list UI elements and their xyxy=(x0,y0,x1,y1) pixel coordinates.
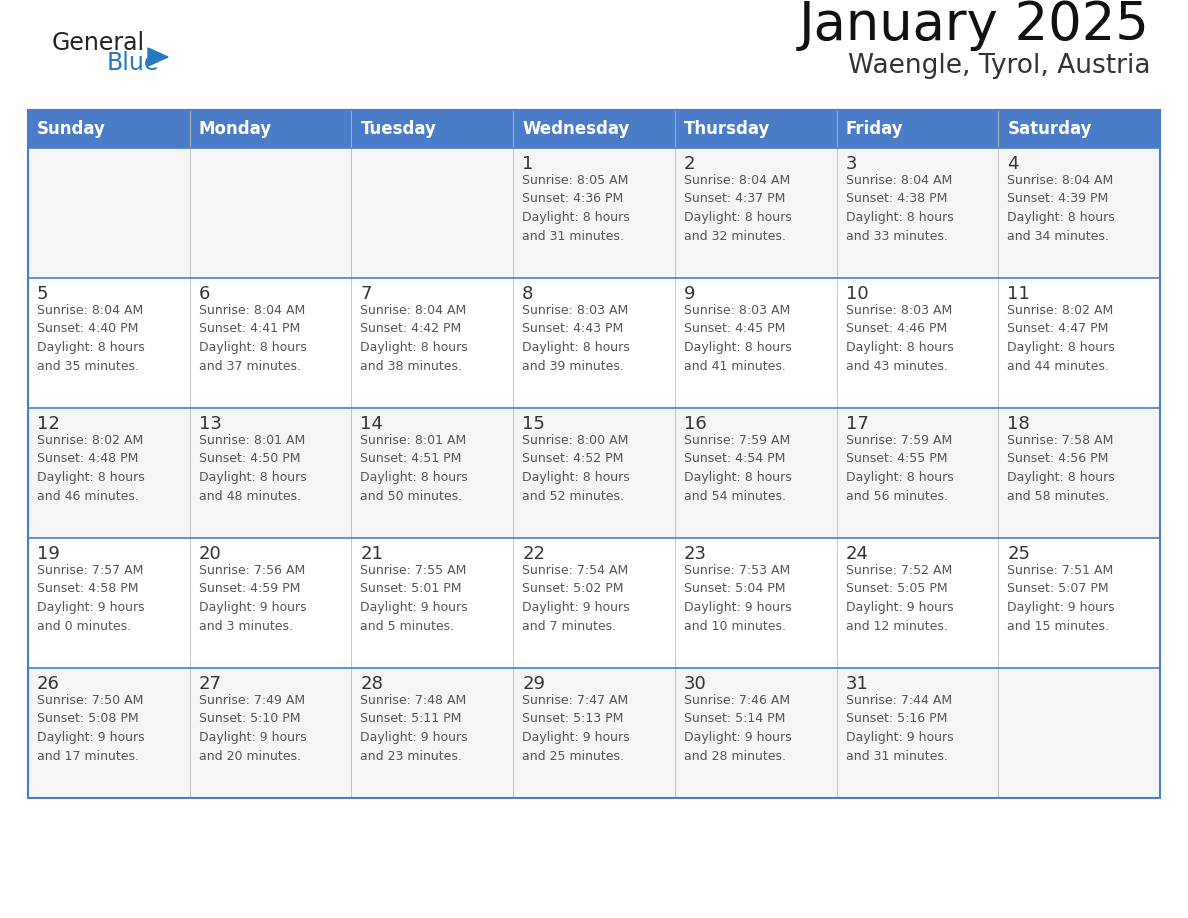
Text: Tuesday: Tuesday xyxy=(360,120,436,138)
Text: Sunrise: 8:04 AM
Sunset: 4:39 PM
Daylight: 8 hours
and 34 minutes.: Sunrise: 8:04 AM Sunset: 4:39 PM Dayligh… xyxy=(1007,174,1116,242)
Text: 14: 14 xyxy=(360,415,384,433)
Text: 24: 24 xyxy=(846,545,868,563)
Bar xyxy=(29,538,1159,668)
Text: Sunrise: 8:01 AM
Sunset: 4:50 PM
Daylight: 8 hours
and 48 minutes.: Sunrise: 8:01 AM Sunset: 4:50 PM Dayligh… xyxy=(198,434,307,502)
Bar xyxy=(29,110,1159,798)
Text: Sunrise: 8:03 AM
Sunset: 4:45 PM
Daylight: 8 hours
and 41 minutes.: Sunrise: 8:03 AM Sunset: 4:45 PM Dayligh… xyxy=(684,304,791,373)
Text: Sunrise: 8:03 AM
Sunset: 4:43 PM
Daylight: 8 hours
and 39 minutes.: Sunrise: 8:03 AM Sunset: 4:43 PM Dayligh… xyxy=(523,304,630,373)
Text: Sunrise: 7:57 AM
Sunset: 4:58 PM
Daylight: 9 hours
and 0 minutes.: Sunrise: 7:57 AM Sunset: 4:58 PM Dayligh… xyxy=(37,564,145,633)
Text: Sunrise: 7:50 AM
Sunset: 5:08 PM
Daylight: 9 hours
and 17 minutes.: Sunrise: 7:50 AM Sunset: 5:08 PM Dayligh… xyxy=(37,694,145,763)
Text: Thursday: Thursday xyxy=(684,120,770,138)
Text: Sunrise: 8:02 AM
Sunset: 4:47 PM
Daylight: 8 hours
and 44 minutes.: Sunrise: 8:02 AM Sunset: 4:47 PM Dayligh… xyxy=(1007,304,1116,373)
Text: Sunrise: 7:44 AM
Sunset: 5:16 PM
Daylight: 9 hours
and 31 minutes.: Sunrise: 7:44 AM Sunset: 5:16 PM Dayligh… xyxy=(846,694,953,763)
Text: 30: 30 xyxy=(684,675,707,693)
Text: General: General xyxy=(52,31,145,55)
Text: Sunrise: 8:02 AM
Sunset: 4:48 PM
Daylight: 8 hours
and 46 minutes.: Sunrise: 8:02 AM Sunset: 4:48 PM Dayligh… xyxy=(37,434,145,502)
Bar xyxy=(29,278,1159,408)
Text: 23: 23 xyxy=(684,545,707,563)
Text: 28: 28 xyxy=(360,675,384,693)
Text: 19: 19 xyxy=(37,545,59,563)
Text: Sunrise: 8:03 AM
Sunset: 4:46 PM
Daylight: 8 hours
and 43 minutes.: Sunrise: 8:03 AM Sunset: 4:46 PM Dayligh… xyxy=(846,304,953,373)
Text: Saturday: Saturday xyxy=(1007,120,1092,138)
Text: 7: 7 xyxy=(360,285,372,303)
Text: Sunrise: 8:00 AM
Sunset: 4:52 PM
Daylight: 8 hours
and 52 minutes.: Sunrise: 8:00 AM Sunset: 4:52 PM Dayligh… xyxy=(523,434,630,502)
Text: 31: 31 xyxy=(846,675,868,693)
Bar xyxy=(29,110,1159,148)
Text: Monday: Monday xyxy=(198,120,272,138)
Text: Sunrise: 7:59 AM
Sunset: 4:54 PM
Daylight: 8 hours
and 54 minutes.: Sunrise: 7:59 AM Sunset: 4:54 PM Dayligh… xyxy=(684,434,791,502)
Text: 27: 27 xyxy=(198,675,222,693)
Text: 18: 18 xyxy=(1007,415,1030,433)
Text: 6: 6 xyxy=(198,285,210,303)
Text: Waengle, Tyrol, Austria: Waengle, Tyrol, Austria xyxy=(847,53,1150,79)
Text: 25: 25 xyxy=(1007,545,1030,563)
Text: 4: 4 xyxy=(1007,155,1019,173)
Text: 11: 11 xyxy=(1007,285,1030,303)
Text: 1: 1 xyxy=(523,155,533,173)
Text: Friday: Friday xyxy=(846,120,903,138)
Text: Sunrise: 8:04 AM
Sunset: 4:38 PM
Daylight: 8 hours
and 33 minutes.: Sunrise: 8:04 AM Sunset: 4:38 PM Dayligh… xyxy=(846,174,953,242)
Text: 29: 29 xyxy=(523,675,545,693)
Text: Sunrise: 7:49 AM
Sunset: 5:10 PM
Daylight: 9 hours
and 20 minutes.: Sunrise: 7:49 AM Sunset: 5:10 PM Dayligh… xyxy=(198,694,307,763)
Text: 17: 17 xyxy=(846,415,868,433)
Text: Blue: Blue xyxy=(107,51,159,75)
Text: Sunrise: 7:58 AM
Sunset: 4:56 PM
Daylight: 8 hours
and 58 minutes.: Sunrise: 7:58 AM Sunset: 4:56 PM Dayligh… xyxy=(1007,434,1116,502)
Text: Sunrise: 8:04 AM
Sunset: 4:41 PM
Daylight: 8 hours
and 37 minutes.: Sunrise: 8:04 AM Sunset: 4:41 PM Dayligh… xyxy=(198,304,307,373)
Text: Sunrise: 8:04 AM
Sunset: 4:42 PM
Daylight: 8 hours
and 38 minutes.: Sunrise: 8:04 AM Sunset: 4:42 PM Dayligh… xyxy=(360,304,468,373)
Text: 8: 8 xyxy=(523,285,533,303)
Text: 12: 12 xyxy=(37,415,59,433)
Text: Sunrise: 8:05 AM
Sunset: 4:36 PM
Daylight: 8 hours
and 31 minutes.: Sunrise: 8:05 AM Sunset: 4:36 PM Dayligh… xyxy=(523,174,630,242)
Text: 13: 13 xyxy=(198,415,222,433)
Text: 10: 10 xyxy=(846,285,868,303)
Text: Sunday: Sunday xyxy=(37,120,106,138)
Text: 2: 2 xyxy=(684,155,695,173)
Text: Sunrise: 8:01 AM
Sunset: 4:51 PM
Daylight: 8 hours
and 50 minutes.: Sunrise: 8:01 AM Sunset: 4:51 PM Dayligh… xyxy=(360,434,468,502)
Text: 15: 15 xyxy=(523,415,545,433)
Text: Sunrise: 8:04 AM
Sunset: 4:40 PM
Daylight: 8 hours
and 35 minutes.: Sunrise: 8:04 AM Sunset: 4:40 PM Dayligh… xyxy=(37,304,145,373)
Text: Sunrise: 7:48 AM
Sunset: 5:11 PM
Daylight: 9 hours
and 23 minutes.: Sunrise: 7:48 AM Sunset: 5:11 PM Dayligh… xyxy=(360,694,468,763)
Text: 3: 3 xyxy=(846,155,857,173)
Bar xyxy=(29,148,1159,278)
Text: Sunrise: 7:51 AM
Sunset: 5:07 PM
Daylight: 9 hours
and 15 minutes.: Sunrise: 7:51 AM Sunset: 5:07 PM Dayligh… xyxy=(1007,564,1114,633)
Polygon shape xyxy=(148,48,168,66)
Text: Sunrise: 7:55 AM
Sunset: 5:01 PM
Daylight: 9 hours
and 5 minutes.: Sunrise: 7:55 AM Sunset: 5:01 PM Dayligh… xyxy=(360,564,468,633)
Bar xyxy=(29,408,1159,538)
Text: Sunrise: 7:54 AM
Sunset: 5:02 PM
Daylight: 9 hours
and 7 minutes.: Sunrise: 7:54 AM Sunset: 5:02 PM Dayligh… xyxy=(523,564,630,633)
Text: Sunrise: 8:04 AM
Sunset: 4:37 PM
Daylight: 8 hours
and 32 minutes.: Sunrise: 8:04 AM Sunset: 4:37 PM Dayligh… xyxy=(684,174,791,242)
Text: Sunrise: 7:46 AM
Sunset: 5:14 PM
Daylight: 9 hours
and 28 minutes.: Sunrise: 7:46 AM Sunset: 5:14 PM Dayligh… xyxy=(684,694,791,763)
Text: 16: 16 xyxy=(684,415,707,433)
Text: January 2025: January 2025 xyxy=(800,0,1150,51)
Text: Sunrise: 7:47 AM
Sunset: 5:13 PM
Daylight: 9 hours
and 25 minutes.: Sunrise: 7:47 AM Sunset: 5:13 PM Dayligh… xyxy=(523,694,630,763)
Bar xyxy=(29,668,1159,798)
Text: Sunrise: 7:59 AM
Sunset: 4:55 PM
Daylight: 8 hours
and 56 minutes.: Sunrise: 7:59 AM Sunset: 4:55 PM Dayligh… xyxy=(846,434,953,502)
Text: Sunrise: 7:56 AM
Sunset: 4:59 PM
Daylight: 9 hours
and 3 minutes.: Sunrise: 7:56 AM Sunset: 4:59 PM Dayligh… xyxy=(198,564,307,633)
Text: Sunrise: 7:52 AM
Sunset: 5:05 PM
Daylight: 9 hours
and 12 minutes.: Sunrise: 7:52 AM Sunset: 5:05 PM Dayligh… xyxy=(846,564,953,633)
Text: 20: 20 xyxy=(198,545,221,563)
Text: 21: 21 xyxy=(360,545,384,563)
Text: 26: 26 xyxy=(37,675,59,693)
Text: Sunrise: 7:53 AM
Sunset: 5:04 PM
Daylight: 9 hours
and 10 minutes.: Sunrise: 7:53 AM Sunset: 5:04 PM Dayligh… xyxy=(684,564,791,633)
Text: Wednesday: Wednesday xyxy=(523,120,630,138)
Text: 5: 5 xyxy=(37,285,49,303)
Text: 9: 9 xyxy=(684,285,695,303)
Text: 22: 22 xyxy=(523,545,545,563)
